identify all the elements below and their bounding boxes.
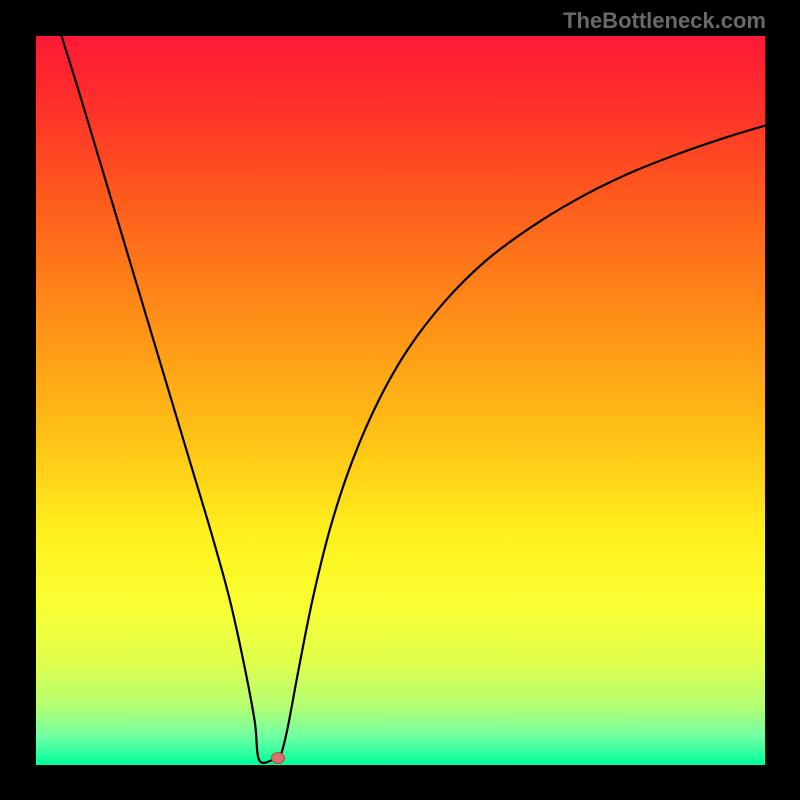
minimum-point-marker: [271, 752, 285, 764]
chart-container: TheBottleneck.com: [0, 0, 800, 800]
bottleneck-curve: [0, 0, 800, 800]
